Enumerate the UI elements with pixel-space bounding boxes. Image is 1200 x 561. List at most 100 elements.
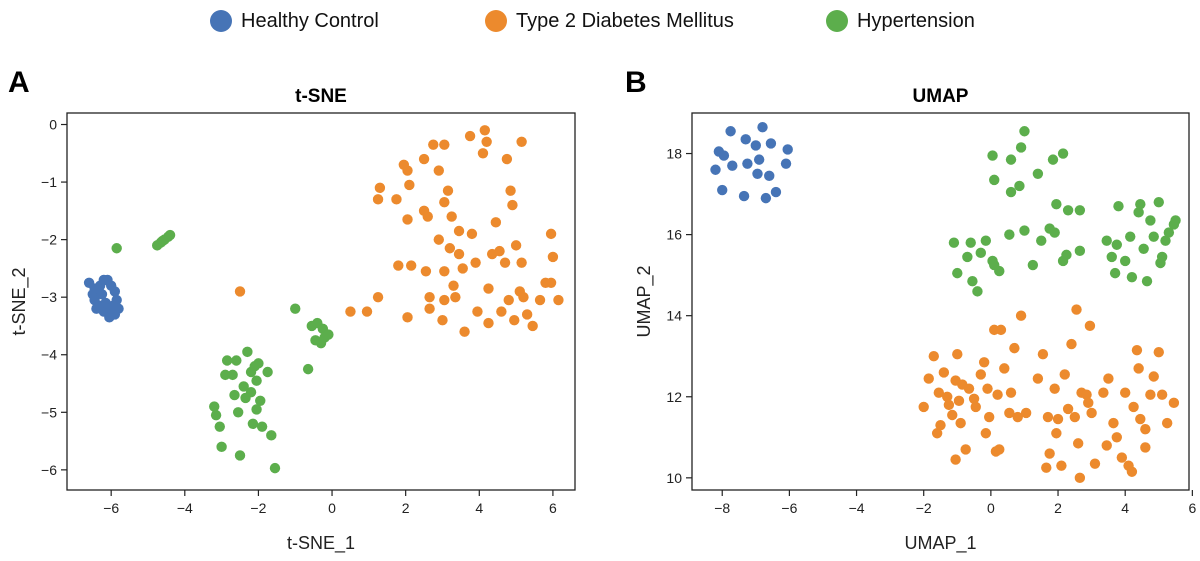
data-point-hypertension [987,150,998,161]
data-point-healthy-control [752,168,763,180]
x-tick-label: −2 [250,500,266,516]
data-point-type-2-diabetes-mellitus [1089,458,1101,469]
data-point-hypertension [962,251,973,263]
data-point-hypertension [1133,207,1144,218]
data-point-hypertension [1051,199,1062,210]
data-point-type-2-diabetes-mellitus [464,130,476,142]
data-point-hypertension [1047,154,1059,165]
data-point-type-2-diabetes-mellitus [374,182,386,194]
data-point-type-2-diabetes-mellitus [505,185,516,196]
data-point-hypertension [164,229,176,241]
data-point-hypertension [1145,215,1156,226]
data-point-hypertension [238,381,249,392]
legend-marker-type-2-diabetes [485,10,507,32]
data-point-type-2-diabetes-mellitus [928,351,939,362]
plot-frame [66,112,576,491]
data-point-type-2-diabetes-mellitus [483,283,494,294]
y-tick-label: −3 [41,289,57,305]
data-point-type-2-diabetes-mellitus [1145,389,1156,400]
data-point-type-2-diabetes-mellitus [418,153,430,165]
data-point-hypertension [952,267,963,279]
data-point-hypertension [1015,142,1027,153]
data-point-type-2-diabetes-mellitus [1009,342,1020,354]
x-tick-label: −4 [177,500,193,516]
data-point-type-2-diabetes-mellitus [545,228,557,240]
legend-marker-healthy-control [210,10,232,32]
legend-label-type-2-diabetes: Type 2 Diabetes Mellitus [516,9,734,32]
legend-label-hypertension: Hypertension [857,9,975,32]
y-tick-label: 10 [666,470,682,486]
data-point-healthy-control [765,138,777,149]
data-point-type-2-diabetes-mellitus [503,294,514,306]
x-tick-label: 2 [1054,500,1062,516]
data-point-type-2-diabetes-mellitus [942,391,953,402]
data-point-hypertension [1141,276,1153,287]
data-point-type-2-diabetes-mellitus [453,248,465,260]
y-tick-label: −5 [41,404,57,420]
data-point-hypertension [1138,243,1149,255]
data-point-healthy-control [109,286,121,297]
data-point-type-2-diabetes-mellitus [1083,397,1094,409]
data-point-healthy-control [96,289,108,300]
y-tick-label: −2 [41,232,57,248]
data-point-type-2-diabetes-mellitus [918,401,929,413]
data-point-type-2-diabetes-mellitus [1140,423,1151,435]
data-point-type-2-diabetes-mellitus [1037,348,1049,360]
data-point-healthy-control [770,186,782,198]
data-point-type-2-diabetes-mellitus [439,139,450,150]
data-point-hypertension [1005,154,1017,165]
data-point-healthy-control [780,158,792,169]
data-point-hypertension [1125,231,1136,242]
data-point-type-2-diabetes-mellitus [980,428,992,439]
data-point-type-2-diabetes-mellitus [1111,432,1123,443]
data-point-hypertension [231,355,242,366]
data-point-type-2-diabetes-mellitus [345,306,356,317]
data-point-type-2-diabetes-mellitus [501,153,513,165]
data-point-type-2-diabetes-mellitus [1156,389,1168,400]
data-point-type-2-diabetes-mellitus [1128,401,1139,413]
x-axis-label: t-SNE_1 [287,533,355,554]
series-healthy-control [83,274,124,323]
data-point-healthy-control [710,164,721,175]
data-point-hypertension [1106,251,1117,263]
legend: Healthy Control Type 2 Diabetes Mellitus… [0,6,1200,36]
data-point-hypertension [1049,227,1060,238]
x-tick-label: −8 [714,500,730,516]
x-tick-label: 0 [987,500,995,516]
data-point-hypertension [253,358,264,369]
data-point-type-2-diabetes-mellitus [521,309,533,320]
data-point-hypertension [1148,231,1159,242]
x-tick-label: −2 [916,500,932,516]
data-point-type-2-diabetes-mellitus [1044,448,1055,459]
data-point-type-2-diabetes-mellitus [1012,411,1023,423]
data-point-hypertension [1101,235,1112,246]
data-point-type-2-diabetes-mellitus [1086,407,1097,419]
x-tick-label: −4 [849,500,865,516]
data-point-hypertension [255,395,266,406]
data-point-healthy-control [89,283,100,294]
data-point-type-2-diabetes-mellitus [391,194,402,205]
data-point-healthy-control [742,158,753,169]
data-point-type-2-diabetes-mellitus [1032,373,1044,384]
panel-umap: B UMAP −8 −6 −4 −2 0 2 4 6 10 12 14 16 18 UMAP_1 UMAP_2 [625,66,1196,554]
data-point-hypertension [251,404,262,415]
series-hypertension [111,229,334,474]
data-point-hypertension [1160,235,1171,246]
data-point-hypertension [1170,215,1181,226]
data-point-type-2-diabetes-mellitus [1084,320,1096,332]
y-axis-label: t-SNE_2 [9,267,30,335]
x-tick-label: 2 [402,500,410,516]
data-point-healthy-control [740,134,751,145]
data-point-hypertension [972,286,983,297]
data-point-healthy-control [717,184,728,196]
data-point-hypertension [980,235,992,246]
chart-title: t-SNE [295,86,347,107]
x-tick-label: 6 [1188,500,1196,516]
data-point-type-2-diabetes-mellitus [547,251,559,263]
x-tick-label: −6 [103,500,119,516]
data-point-type-2-diabetes-mellitus [995,324,1007,336]
data-point-type-2-diabetes-mellitus [361,306,373,317]
data-point-hypertension [216,441,227,453]
